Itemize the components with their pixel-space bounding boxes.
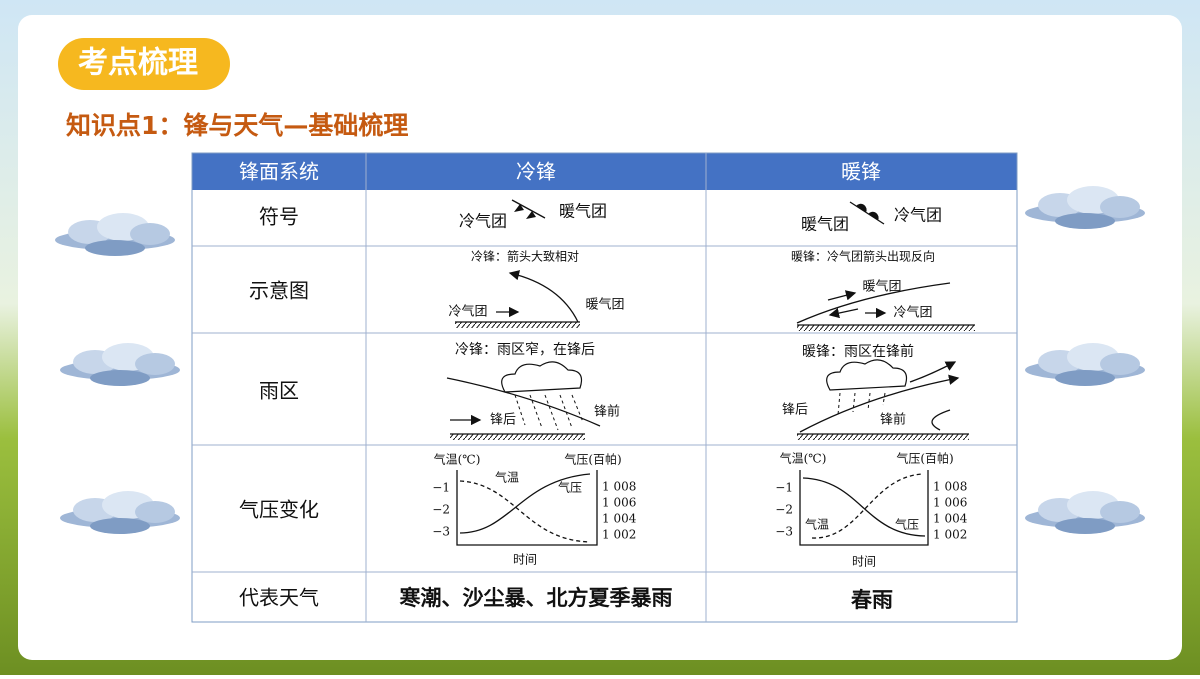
- curve-label: 气温: [495, 470, 519, 485]
- tick-label: −1: [775, 481, 793, 495]
- diagram-label: 冷气团: [459, 212, 507, 231]
- curve-label: 气温: [805, 517, 829, 532]
- row-label: 示意图: [249, 279, 309, 303]
- diagram-label: 锋后: [490, 413, 516, 428]
- arrow: [909, 361, 957, 383]
- row-label: 符号: [259, 205, 299, 229]
- ground: [450, 434, 585, 440]
- diagram-label: 冷气团: [448, 304, 487, 320]
- front-symbol: [511, 199, 546, 219]
- diagram-label: 暖气团: [559, 202, 607, 221]
- diagram-label: 冷气团: [894, 206, 942, 225]
- axes: [456, 470, 598, 546]
- arrow: [827, 290, 857, 301]
- axis-label: 时间: [513, 553, 537, 567]
- rain: [514, 394, 584, 431]
- row-label: 雨区: [259, 379, 299, 403]
- tick-label: 1 004: [933, 512, 968, 526]
- tick-label: 1 008: [602, 480, 636, 494]
- diagram-label: 锋前: [880, 412, 906, 428]
- tick-label: 1 008: [933, 480, 967, 494]
- diagram-caption: 暖锋：冷气团箭头出现反向: [791, 249, 935, 264]
- arrow: [931, 409, 951, 431]
- tick-label: −2: [775, 503, 793, 517]
- table-border: [191, 152, 1018, 623]
- curve: [811, 473, 923, 539]
- tick-label: 1 002: [602, 528, 636, 542]
- header-cell: 冷锋: [516, 160, 556, 184]
- axis-label: 气压(百帕): [896, 451, 953, 466]
- ground: [797, 325, 975, 331]
- warm-graph: 气温(℃) 气压(百帕) −1 −2 −3 1 008 1 006 1 004 …: [775, 451, 967, 569]
- grid: [192, 153, 1017, 622]
- tick-label: 1 006: [602, 496, 636, 510]
- axis-label: 时间: [852, 555, 876, 569]
- tick-label: −2: [432, 503, 450, 517]
- front-line: [796, 282, 951, 324]
- tick-label: −1: [432, 481, 450, 495]
- header-cell: 锋面系统: [239, 160, 319, 184]
- diagram-label: 锋后: [782, 403, 808, 418]
- front-symbol: [849, 201, 885, 225]
- header-row: [192, 153, 1017, 190]
- table: 锋面系统 冷锋 暖锋 符号 示意图 雨区 气压变化 代表天气 冷气团 暖气团 暖…: [191, 152, 1018, 623]
- badge: [58, 38, 230, 90]
- row-label: 代表天气: [239, 586, 319, 610]
- tick-label: 1 006: [933, 496, 967, 510]
- ground: [455, 322, 580, 328]
- front-line: [446, 377, 601, 427]
- axis-label: 气温(℃): [780, 451, 827, 466]
- cold-graph: 气温(℃) 气压(百帕) −1 −2 −3 1 008 1 006 1 004 …: [432, 452, 636, 567]
- diagram-label: 锋前: [594, 404, 620, 420]
- diagram-caption: 冷锋：箭头大致相对: [471, 249, 579, 264]
- axes: [799, 470, 929, 546]
- axis-label: 气温(℃): [434, 452, 481, 467]
- header-cell: 暖锋: [841, 160, 881, 184]
- badge-text: 考点梳理: [78, 46, 198, 81]
- warm-front-semicircles: [856, 203, 879, 221]
- axis-label: 气压(百帕): [564, 452, 621, 467]
- curve: [802, 477, 926, 537]
- curve: [459, 473, 591, 534]
- diagram-caption: 暖锋：雨区在锋前: [802, 343, 914, 360]
- front-line: [799, 374, 960, 433]
- row-label: 气压变化: [239, 498, 319, 522]
- tick-label: 1 004: [602, 512, 637, 526]
- arrow: [828, 308, 859, 319]
- curve: [459, 480, 591, 543]
- tick-label: −3: [432, 525, 450, 539]
- cold-front-triangles: [514, 204, 536, 219]
- weather-text: 寒潮、沙尘暴、北方夏季暴雨: [400, 586, 673, 610]
- ground: [797, 434, 969, 440]
- diagram-label: 冷气团: [893, 305, 932, 321]
- diagram-caption: 冷锋：雨区窄，在锋后: [455, 341, 595, 358]
- slide-title: 知识点1：锋与天气—基础梳理: [66, 111, 408, 140]
- curve-label: 气压: [558, 480, 582, 495]
- tick-label: 1 002: [933, 528, 967, 542]
- tick-label: −3: [775, 525, 793, 539]
- curve-label: 气压: [895, 517, 919, 532]
- diagram-label: 暖气团: [862, 279, 901, 295]
- weather-text: 春雨: [851, 588, 893, 612]
- front-line: [508, 270, 579, 323]
- diagram-label: 暖气团: [585, 297, 624, 313]
- diagram-label: 暖气团: [801, 215, 849, 234]
